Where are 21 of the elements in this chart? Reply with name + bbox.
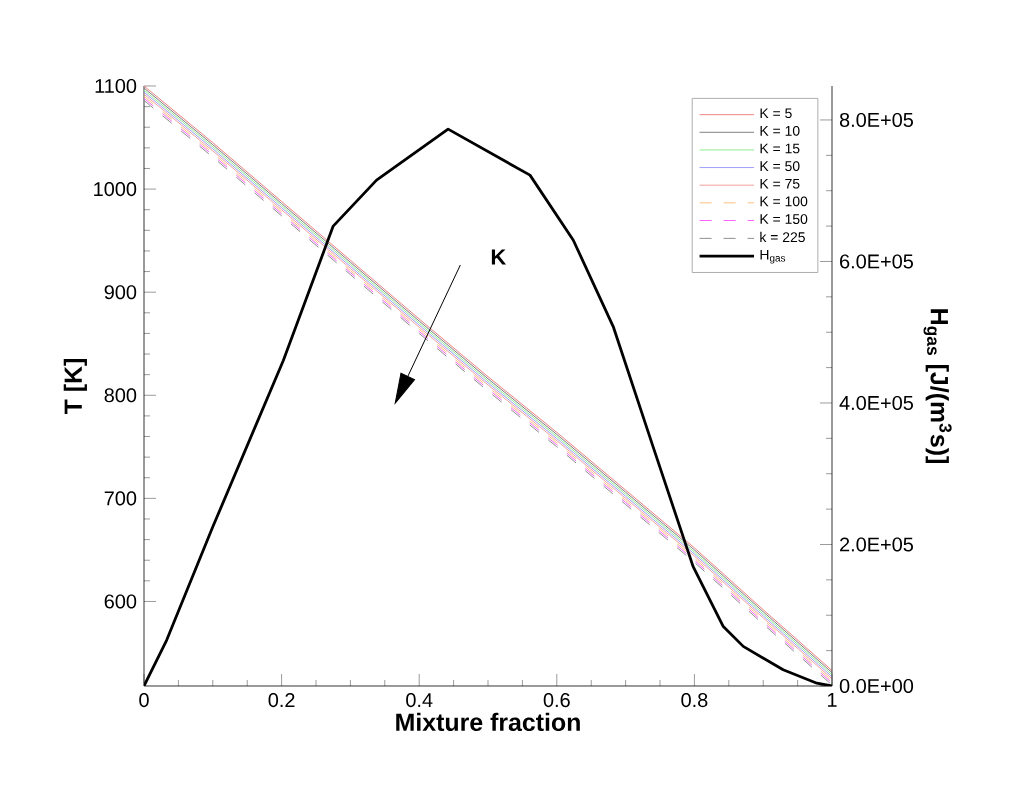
y2-tick-label: 8.0E+05: [839, 112, 913, 127]
y2-tick-label: 0.0E+00: [839, 678, 914, 694]
y-tick-label: 600: [104, 594, 137, 609]
x-tick-label: 0.6: [543, 693, 570, 708]
x-tick-label: 1: [828, 693, 837, 707]
y2-axis-title: H$_{gas}$ [J/(m$^{3}$s)]: [923, 309, 952, 463]
y-axis-title: T [K]: [63, 359, 87, 415]
annotation: K: [491, 249, 507, 265]
y2-tick-label: 2.0E+05: [840, 537, 913, 552]
y-tick-label: 1000: [94, 182, 137, 197]
y2-tick-label: 6.0E+05: [840, 254, 913, 269]
x-axis-title: Mixture fraction: [396, 712, 580, 732]
x-tick-label: 0.4: [406, 693, 433, 708]
x-tick-label: 0.8: [681, 693, 708, 708]
y-tick-label: 800: [104, 388, 137, 403]
y-tick-label: 700: [104, 491, 137, 506]
x-tick-label: 0: [139, 693, 149, 708]
x-tick-label: 0.2: [268, 693, 295, 708]
y-tick-label: 1100: [95, 78, 137, 94]
y2-tick-label: 4.0E+05: [839, 395, 913, 411]
y-tick-label: 900: [104, 285, 137, 300]
